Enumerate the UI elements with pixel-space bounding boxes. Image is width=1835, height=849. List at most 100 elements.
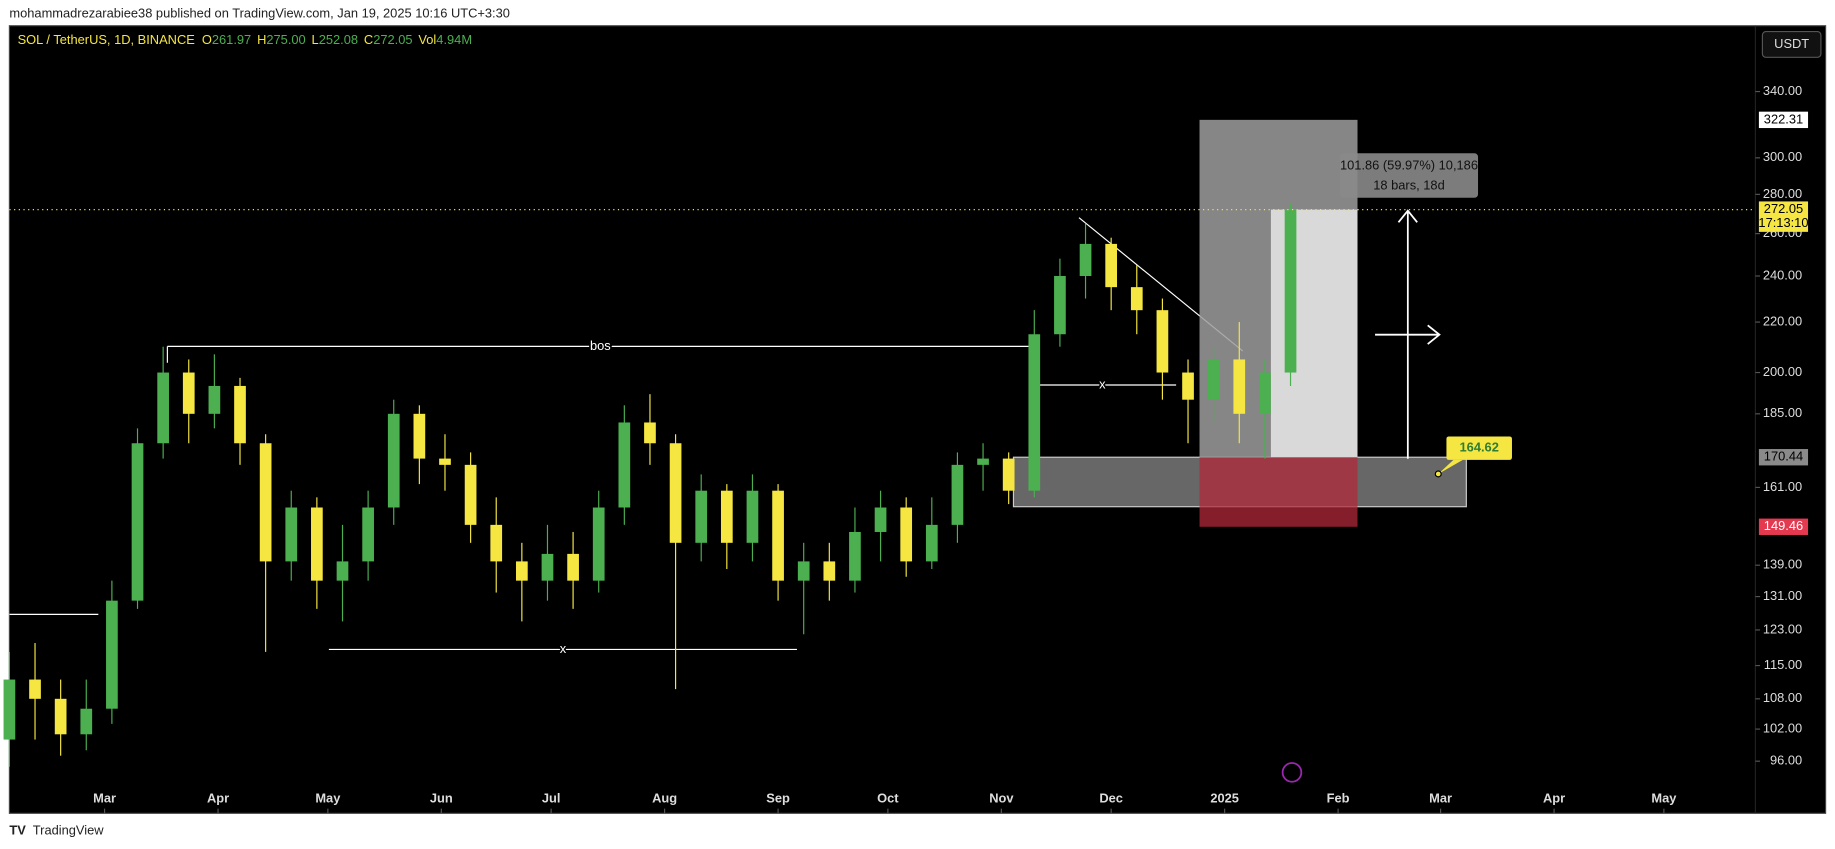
candle-body bbox=[182, 372, 195, 414]
x-tick-label: May bbox=[1651, 791, 1677, 806]
alert-label: 164.62 bbox=[1460, 440, 1499, 455]
countdown: 17:13:10 bbox=[1758, 215, 1808, 230]
candle-body bbox=[567, 553, 579, 581]
candle-body bbox=[311, 507, 323, 581]
currency-text: USDT bbox=[1774, 36, 1809, 51]
alert-box bbox=[1446, 436, 1512, 460]
candle-body bbox=[336, 561, 349, 581]
price-tag-label: 149.46 bbox=[1764, 518, 1803, 533]
legend-value: 4.94M bbox=[436, 32, 472, 47]
candle-body bbox=[1182, 372, 1194, 400]
arrow-right bbox=[1375, 324, 1441, 345]
candle-body bbox=[1233, 359, 1246, 414]
measure-box bbox=[1339, 153, 1479, 198]
legend-key: H bbox=[257, 32, 266, 47]
candle-body bbox=[695, 490, 708, 543]
x-tick-label: Nov bbox=[989, 791, 1014, 806]
candle-body bbox=[1105, 243, 1118, 288]
footer-logo: TV bbox=[9, 822, 26, 837]
candle-body bbox=[54, 698, 67, 735]
x-tick-label: Jul bbox=[542, 791, 561, 806]
candle-body bbox=[490, 524, 503, 562]
x-tick-label: Aug bbox=[652, 791, 677, 806]
lightning-icon[interactable] bbox=[1281, 762, 1303, 783]
candle-body bbox=[515, 561, 528, 581]
legend-key: C bbox=[364, 32, 373, 47]
alert-point bbox=[1434, 470, 1442, 478]
legend: SOL / TetherUS, 1D, BINANCE O261.97 H275.0… bbox=[18, 32, 472, 47]
y-tick-label: 220.00 bbox=[1763, 313, 1802, 328]
candle-body bbox=[925, 524, 938, 562]
price-tag bbox=[1758, 111, 1809, 129]
candle-body bbox=[234, 385, 246, 444]
y-tick-label: 139.00 bbox=[1763, 557, 1802, 572]
candle-body bbox=[746, 490, 759, 543]
measure-bars: 18 bars, 18d bbox=[1373, 177, 1445, 192]
legend-key: L bbox=[312, 32, 319, 47]
candle-body bbox=[644, 422, 656, 444]
x-tick-label: Feb bbox=[1327, 791, 1350, 806]
x-label: x bbox=[560, 641, 567, 656]
legend-value: 272.05 bbox=[373, 32, 412, 47]
currency-button[interactable] bbox=[1761, 31, 1822, 58]
candle-body bbox=[1259, 372, 1271, 414]
y-tick-label: 123.00 bbox=[1763, 621, 1802, 636]
reached-zone bbox=[1270, 209, 1358, 458]
candle-body bbox=[387, 413, 400, 508]
x-tick-label: Oct bbox=[877, 791, 899, 806]
candle-body bbox=[823, 561, 836, 581]
candle-body bbox=[208, 385, 221, 414]
legend-symbol: SOL / TetherUS, 1D, BINANCE bbox=[18, 32, 196, 47]
candle-body bbox=[80, 708, 93, 735]
stop-zone bbox=[1199, 457, 1358, 527]
candle-body bbox=[1284, 209, 1297, 373]
candle-body bbox=[131, 443, 144, 601]
footer: TradingView bbox=[33, 822, 104, 837]
x-tick-label: Mar bbox=[1429, 791, 1452, 806]
candle-body bbox=[285, 507, 298, 562]
candle-body bbox=[900, 507, 913, 562]
y-tick-label: 185.00 bbox=[1763, 405, 1802, 420]
price-tag-label: 170.44 bbox=[1764, 449, 1803, 464]
legend-value: 275.00 bbox=[266, 32, 305, 47]
chart-bg bbox=[8, 25, 1827, 814]
candle-body bbox=[1028, 334, 1041, 491]
candle-body bbox=[1054, 275, 1066, 335]
candle-body bbox=[541, 553, 554, 581]
candle-body bbox=[439, 458, 451, 465]
y-tick-label: 161.00 bbox=[1763, 479, 1802, 494]
candle-body bbox=[157, 372, 169, 444]
chart-layer: SOL / TetherUS, 1D, BINANCE O261.97 H275.0… bbox=[3, 32, 1809, 814]
price-tag bbox=[1758, 518, 1809, 535]
legend-key: O bbox=[202, 32, 212, 47]
candle-body bbox=[362, 507, 374, 562]
candle-body bbox=[720, 490, 733, 543]
x-tick-label: May bbox=[315, 791, 341, 806]
y-tick-label: 280.00 bbox=[1763, 186, 1802, 201]
price-tag bbox=[1758, 201, 1809, 232]
candle-body bbox=[1207, 359, 1220, 400]
candle-body bbox=[1079, 243, 1092, 276]
y-tick-label: 115.00 bbox=[1764, 657, 1802, 672]
candle-body bbox=[259, 443, 272, 562]
y-tick-label: 200.00 bbox=[1763, 364, 1802, 379]
x-tick-label: Sep bbox=[766, 791, 790, 806]
y-tick-label: 102.00 bbox=[1763, 720, 1802, 735]
candle-body bbox=[874, 507, 887, 532]
bos-label: bos bbox=[590, 338, 611, 353]
y-tick-label: 340.00 bbox=[1763, 83, 1802, 98]
candle-body bbox=[849, 531, 861, 581]
y-tick-label: 240.00 bbox=[1763, 267, 1802, 282]
candle-body bbox=[951, 464, 964, 525]
x-tick-label: Apr bbox=[207, 791, 229, 806]
publisher: mohammadrezarabiee38 published on Tradin… bbox=[9, 5, 510, 20]
x-tick-label: Mar bbox=[93, 791, 116, 806]
y-tick-label: 108.00 bbox=[1763, 690, 1802, 705]
measure-text: 101.86 (59.97%) 10,186 bbox=[1340, 158, 1478, 173]
y-tick-label: 96.00 bbox=[1770, 753, 1802, 768]
candle-body bbox=[29, 679, 41, 699]
x-tick-label: Dec bbox=[1099, 791, 1123, 806]
candle-body bbox=[413, 413, 426, 459]
